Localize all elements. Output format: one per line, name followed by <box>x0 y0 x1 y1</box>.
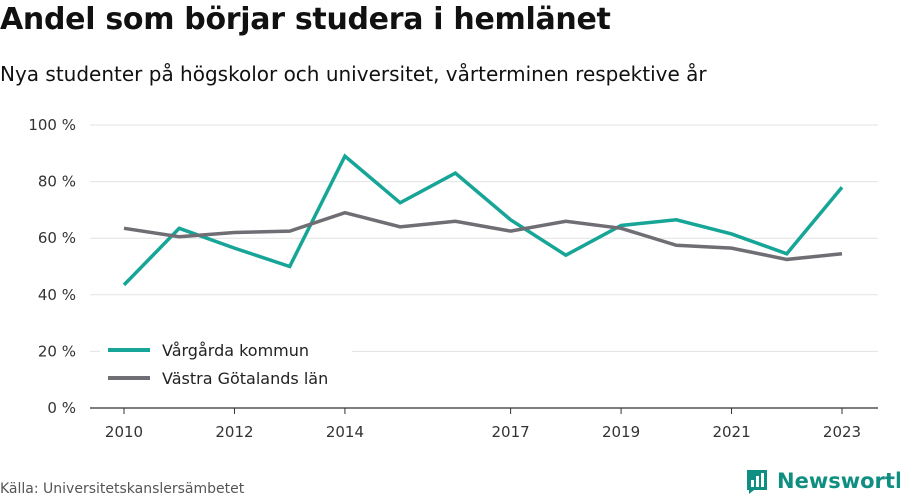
series-line-2 <box>123 210 843 262</box>
y-tick-label: 0 % <box>47 399 76 417</box>
y-tick-label: 40 % <box>38 286 76 304</box>
x-tick-label: 2014 <box>326 423 364 441</box>
brand-logo: Newsworthy <box>745 468 900 494</box>
x-tick-label: 2021 <box>712 423 750 441</box>
brand-name: Newsworthy <box>777 469 900 493</box>
y-tick-label: 80 % <box>38 173 76 191</box>
legend-label: Vårgårda kommun <box>162 341 309 360</box>
chart-title: Andel som börjar studera i hemlänet <box>0 2 611 37</box>
x-tick-label: 2023 <box>823 423 861 441</box>
y-axis-tick-labels: 0 % 20 % 40 % 60 % 80 % 100 % <box>28 116 76 417</box>
x-tick-label: 2012 <box>215 423 253 441</box>
source-note: Källa: Universitetskanslersämbetet <box>0 481 245 497</box>
x-axis: 2010 2012 2014 2017 2019 2021 2023 <box>90 407 878 441</box>
legend: Vårgårda kommun Västra Götalands län <box>100 336 352 396</box>
y-tick-label: 60 % <box>38 229 76 247</box>
series-line-1 <box>122 153 844 287</box>
line-chart: 0 %20 %40 %60 %80 %100 % 2010 2012 2014 201… <box>28 116 878 441</box>
legend-label: Västra Götalands län <box>162 369 328 388</box>
x-tick-label: 2017 <box>492 423 530 441</box>
y-tick-label: 20 % <box>38 342 76 360</box>
x-tick-label: 2010 <box>105 423 143 441</box>
chart-subtitle: Nya studenter på högskolor och universit… <box>0 62 707 86</box>
series-lines <box>122 153 844 287</box>
newsworthy-logo-icon <box>747 470 767 494</box>
y-tick-label: 100 % <box>28 116 76 134</box>
legend-background <box>100 336 352 396</box>
x-tick-label: 2019 <box>602 423 640 441</box>
